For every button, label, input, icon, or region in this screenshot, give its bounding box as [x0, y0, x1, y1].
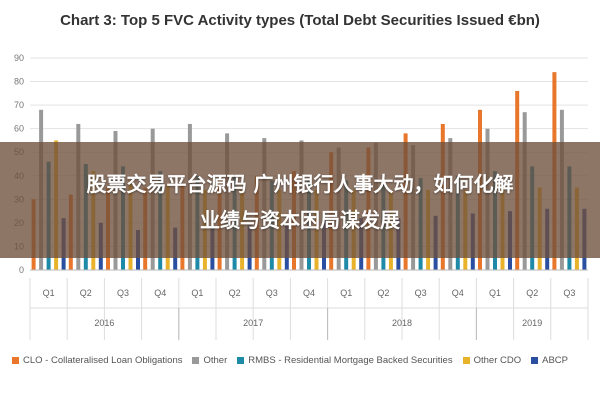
y-tick-label: 80	[14, 77, 24, 87]
chart-title: Chart 3: Top 5 FVC Activity types (Total…	[60, 12, 540, 29]
x-tick-label: Q1	[489, 288, 501, 298]
legend-swatch	[192, 357, 200, 364]
y-tick-label: 70	[14, 100, 24, 110]
y-tick-label: 0	[19, 265, 24, 275]
y-tick-label: 90	[14, 53, 24, 63]
legend-item: CLO - Collateralised Loan Obligations	[12, 355, 182, 366]
x-tick-label: Q1	[340, 288, 352, 298]
legend-label: RMBS - Residential Mortgage Backed Secur…	[248, 355, 453, 366]
x-tick-label: Q3	[266, 288, 278, 298]
x-tick-label: Q4	[303, 288, 315, 298]
group-label: 2017	[243, 318, 263, 328]
legend-item: RMBS - Residential Mortgage Backed Secur…	[237, 355, 453, 366]
x-tick-label: Q3	[117, 288, 129, 298]
overlay-banner: 股票交易平台源码 广州银行人事大动，如何化解 业绩与资本困局谋发展	[0, 142, 600, 258]
legend-label: Other CDO	[473, 355, 522, 366]
x-tick-label: Q4	[452, 288, 464, 298]
x-tick-label: Q2	[377, 288, 389, 298]
x-tick-label: Q4	[154, 288, 166, 298]
chart-legend: CLO - Collateralised Loan Obligations Oth…	[12, 355, 597, 366]
group-label: 2018	[392, 318, 412, 328]
legend-label: ABCP	[542, 355, 568, 366]
legend-item: Other CDO	[462, 355, 522, 366]
x-tick-label: Q3	[563, 288, 575, 298]
overlay-headline-line-2: 业绩与资本困局谋发展	[200, 208, 400, 232]
overlay-headline-line-1: 股票交易平台源码 广州银行人事大动，如何化解	[86, 172, 514, 196]
group-label: 2019	[522, 318, 542, 328]
y-tick-label: 60	[14, 124, 24, 134]
x-tick-label: Q3	[415, 288, 427, 298]
legend-label: Other	[203, 355, 228, 366]
group-label: 2016	[94, 318, 114, 328]
legend-swatch	[12, 357, 19, 364]
legend-swatch	[462, 357, 470, 364]
x-tick-label: Q1	[191, 288, 203, 298]
legend-label: CLO - Collateralised Loan Obligations	[23, 355, 183, 366]
x-tick-label: Q2	[229, 288, 241, 298]
legend-swatch	[531, 357, 539, 364]
x-tick-label: Q2	[526, 288, 538, 298]
legend-item: Other	[192, 355, 227, 366]
legend-item: ABCP	[531, 355, 568, 366]
legend-swatch	[237, 357, 245, 364]
x-tick-label: Q2	[80, 288, 92, 298]
x-tick-label: Q1	[43, 288, 55, 298]
